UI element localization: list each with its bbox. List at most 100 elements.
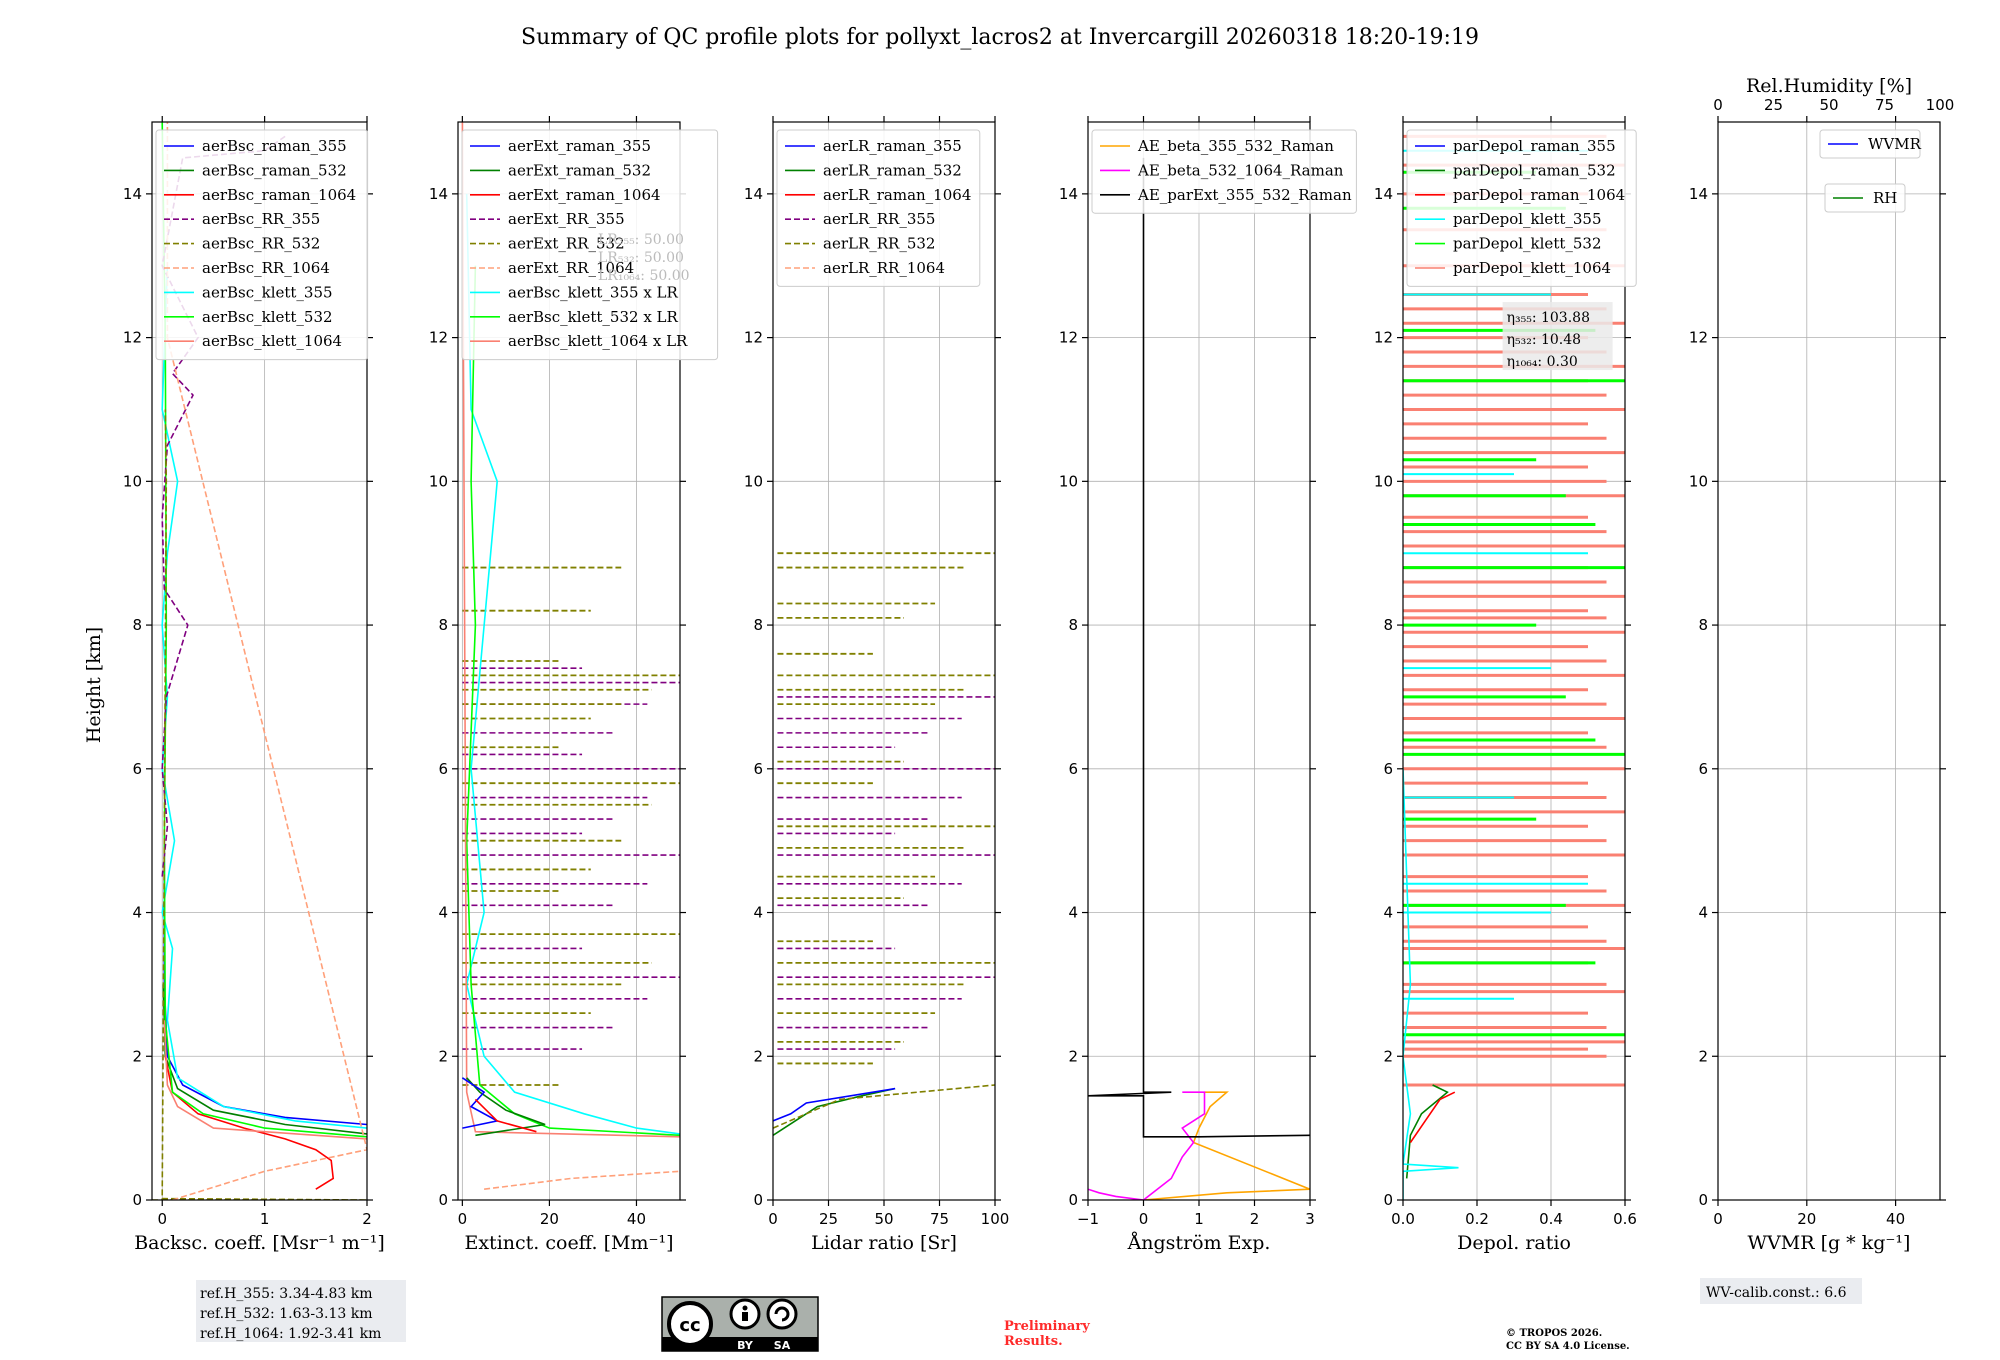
panel-ext: 0 20 40 0 2 4 6 8 10 12 14 Extinct. coeff. [Mm⁻¹] ae… (429, 116, 719, 1254)
y-tick-label: 4 (1698, 904, 1708, 922)
y-tick-label: 10 (123, 472, 142, 490)
x-tick-label: 2 (1250, 1210, 1260, 1228)
y-tick-label: 8 (753, 616, 763, 634)
y-tick-label: 0 (438, 1191, 448, 1209)
series-aerBsc_raman_355 (163, 840, 367, 1126)
y-tick-label: 2 (1068, 1047, 1078, 1065)
y-tick-label: 6 (753, 760, 763, 778)
y-tick-label: 10 (429, 472, 448, 490)
data-layer-lr (773, 552, 995, 1136)
eta-label: η₁₀₆₄: 0.30 (1507, 354, 1578, 370)
y-tick-label: 2 (438, 1047, 448, 1065)
x-tick-label: 40 (627, 1210, 646, 1228)
legend-ext: aerExt_raman_355 aerExt_raman_532 aerExt_r… (461, 129, 719, 361)
series-parDepol_klett_355 (1403, 768, 1459, 1200)
license-sa-label: SA (774, 1339, 791, 1352)
y-tick-label: 12 (123, 329, 142, 347)
legend-label: aerBsc_RR_532 (202, 235, 320, 253)
legend-label: aerBsc_klett_355 (202, 283, 333, 301)
axes-frame-ext (457, 121, 681, 1201)
series-aerExt_RR_1064 (484, 1170, 680, 1190)
ref-height-box (196, 1280, 406, 1342)
y-tick-label: 6 (1068, 760, 1078, 778)
legend-label: aerLR_RR_532 (823, 235, 935, 253)
top-tick-label: 100 (1926, 96, 1955, 114)
y-tick-label: 0 (1698, 1191, 1708, 1209)
series-aerLR_raman_355 (773, 1087, 896, 1122)
y-tick-label: 8 (1068, 616, 1078, 634)
y-tick-label: 12 (744, 329, 763, 347)
x-axis-label: Ångström Exp. (1127, 1232, 1271, 1254)
y-tick-label: 14 (744, 185, 763, 203)
legend-label: parDepol_raman_532 (1453, 161, 1616, 179)
legend-label: aerBsc_klett_1064 (202, 332, 342, 350)
series-parDepol_raman_532 (1405, 1084, 1449, 1179)
legend-label: WVMR (1868, 135, 1922, 153)
x-tick-label: 1 (260, 1210, 270, 1228)
y-tick-label: 8 (438, 616, 448, 634)
legend-label: aerExt_raman_532 (508, 161, 651, 179)
panel-lr: 0 25 50 75 100 0 2 4 6 8 10 12 14 Lidar ratio [Sr] aer… (744, 116, 1009, 1254)
legend-box (1406, 129, 1637, 287)
calib-box (1700, 1278, 1862, 1304)
legend-label: aerLR_raman_355 (823, 137, 962, 155)
x-tick-label: 25 (819, 1210, 838, 1228)
x-tick-label: 0.6 (1613, 1210, 1637, 1228)
y-tick-label: 2 (753, 1047, 763, 1065)
y-tick-label: 0 (1068, 1191, 1078, 1209)
series-AE_parExt_355_532_Raman (1088, 157, 1310, 1138)
panel-wv: 0 20 40 0 2 4 6 8 10 12 14 WVMR [g * kg⁻¹] 0 25 50 75 10… (1689, 75, 1954, 1304)
y-tick-label: 4 (1068, 904, 1078, 922)
x-axis-label: Extinct. coeff. [Mm⁻¹] (464, 1232, 673, 1254)
legend-label: RH (1873, 189, 1897, 207)
data-layer-ae (1088, 157, 1310, 1200)
series-aerBsc_RR_355 (161, 135, 286, 877)
series-AE_beta_532_1064_Raman (1088, 1091, 1206, 1200)
y-tick-label: 8 (1698, 616, 1708, 634)
copyright-line-1: © TROPOS 2026. (1506, 1328, 1602, 1339)
x-tick-label: 3 (1305, 1210, 1315, 1228)
y-tick-label: 6 (1698, 760, 1708, 778)
legend-box (776, 129, 981, 287)
x-axis-label: Depol. ratio (1457, 1232, 1571, 1254)
legend-label: aerLR_RR_355 (823, 210, 935, 228)
legend-box (1824, 183, 1906, 213)
legend-label: aerExt_RR_1064 (508, 259, 634, 277)
x-axis-label: Backsc. coeff. [Msr⁻¹ m⁻¹] (134, 1232, 385, 1254)
legend-label: AE_beta_532_1064_Raman (1137, 161, 1344, 179)
legend-label: parDepol_klett_1064 (1453, 259, 1611, 277)
y-tick-label: 8 (132, 616, 142, 634)
legend-label: parDepol_raman_355 (1453, 137, 1616, 155)
x-tick-label: 0 (768, 1210, 778, 1228)
legend-box (155, 129, 369, 361)
y-tick-label: 14 (1374, 185, 1393, 203)
x-tick-label: 40 (1886, 1210, 1905, 1228)
legend-label: aerLR_RR_1064 (823, 259, 945, 277)
license-badge: cc BY SA (661, 1296, 819, 1352)
preliminary-line-2: Results. (1004, 1334, 1063, 1349)
y-tick-label: 12 (1689, 329, 1708, 347)
x-tick-label: 0.2 (1465, 1210, 1489, 1228)
y-tick-label: 14 (429, 185, 448, 203)
y-tick-label: 2 (1383, 1047, 1393, 1065)
y-axis-label: Height [km] (83, 627, 105, 743)
top-tick-label: 25 (1764, 96, 1783, 114)
axes-frame-wv (1717, 121, 1941, 1201)
panel-depol: 0.0 0.2 0.4 0.6 0 2 4 6 8 10 12 14 Depol. ratio parDe… (1374, 116, 1637, 1254)
x-tick-label: 2 (362, 1210, 372, 1228)
legend-label: parDepol_klett_532 (1453, 235, 1602, 253)
legend-box (1819, 129, 1921, 159)
legend-label: aerBsc_klett_532 (202, 308, 333, 326)
legend-depol: parDepol_raman_355 parDepol_raman_532 parD… (1406, 129, 1637, 287)
cc-icon-glyph: cc (679, 1315, 700, 1336)
eta-label: η₅₃₂: 10.48 (1507, 332, 1581, 348)
y-tick-label: 10 (1689, 472, 1708, 490)
lr-label: LR₁₀₆₄: 50.00 (598, 268, 690, 284)
y-tick-label: 0 (753, 1191, 763, 1209)
legend-label: aerBsc_klett_1064 x LR (508, 332, 688, 350)
calib-note: WV-calib.const.: 6.6 (1706, 1285, 1847, 1301)
series-aerBsc_raman_1064 (164, 1056, 335, 1190)
data-layer-ext (461, 122, 680, 1190)
